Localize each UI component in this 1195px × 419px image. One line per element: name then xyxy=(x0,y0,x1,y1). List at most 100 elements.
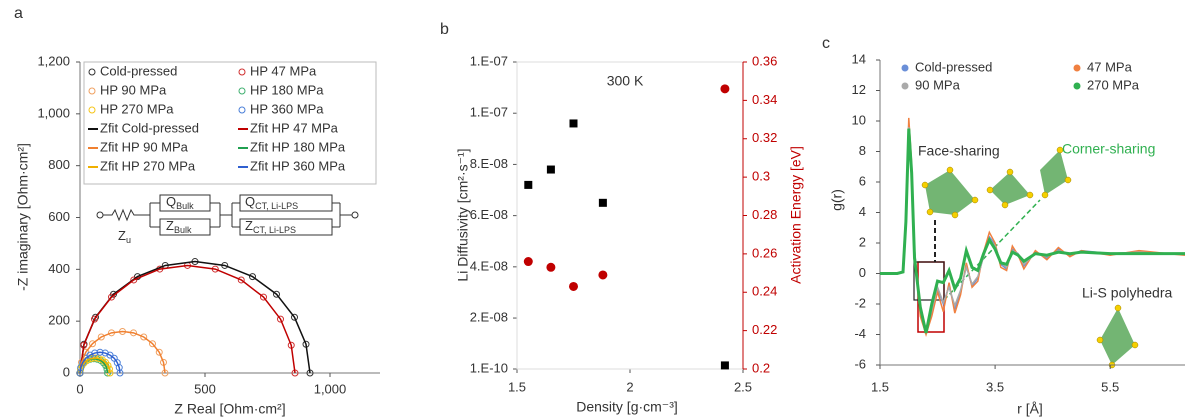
atom xyxy=(1026,191,1034,199)
legend-swatch xyxy=(1073,64,1081,72)
atom xyxy=(1056,146,1064,154)
polyhedron xyxy=(1040,150,1068,195)
atom xyxy=(1001,201,1009,209)
y2-tick-label: 0.22 xyxy=(752,322,777,337)
data-point xyxy=(720,361,729,370)
label-sub: CT, Li-LPS xyxy=(253,225,296,235)
legend-swatch xyxy=(88,106,96,114)
pointer-line xyxy=(943,199,1041,301)
fit-line xyxy=(79,330,166,374)
data-point xyxy=(108,293,115,301)
legend-label: 47 MPa xyxy=(1087,59,1133,74)
wire xyxy=(149,202,232,228)
resistor xyxy=(103,208,150,222)
data-point xyxy=(598,270,608,280)
y-tick-label: 6.E-08 xyxy=(470,207,508,222)
data-point xyxy=(237,276,245,284)
legend-swatch xyxy=(238,68,246,76)
y-tick-label: 1.E-10 xyxy=(470,360,508,375)
x-axis-label: Z Real [Ohm·cm²] xyxy=(174,401,285,417)
legend-label: HP 180 MPa xyxy=(250,82,324,97)
atom xyxy=(986,186,994,194)
data-point xyxy=(260,293,267,301)
circuit-label: QCT, Li-LPS xyxy=(245,194,298,211)
x-tick-label: 3.5 xyxy=(986,379,1004,394)
data-point xyxy=(546,262,556,272)
data-point xyxy=(524,180,533,189)
circuit-label: Zu xyxy=(118,228,131,245)
y-tick-label: 2.E-08 xyxy=(470,309,508,324)
legend-label: Zfit HP 90 MPa xyxy=(100,139,189,154)
panel-label: b xyxy=(440,21,449,38)
legend-swatch xyxy=(88,87,96,95)
data-point xyxy=(130,276,138,284)
y-tick-label: -6 xyxy=(854,356,866,371)
atom xyxy=(921,181,929,189)
y-tick-label: -2 xyxy=(854,295,866,310)
label-main: Z xyxy=(245,218,253,233)
polyhedron xyxy=(1100,308,1135,365)
legend-swatch xyxy=(1073,82,1081,90)
legend-label: 90 MPa xyxy=(915,77,961,92)
y-tick-label: 8.E-08 xyxy=(470,156,508,171)
label-main: Q xyxy=(166,194,176,209)
annotation: Li-S polyhedra xyxy=(1082,285,1172,301)
legend-label: 270 MPa xyxy=(1087,77,1140,92)
atom xyxy=(1096,336,1104,344)
fit-line xyxy=(79,260,311,374)
label-main: Z xyxy=(118,228,126,243)
y-tick-label: 0 xyxy=(63,364,70,379)
data-point xyxy=(291,313,298,321)
y2-tick-label: 0.24 xyxy=(752,284,777,299)
legend-label: Zfit HP 360 MPa xyxy=(250,158,346,173)
atom xyxy=(1041,191,1049,199)
y2-tick-label: 0.28 xyxy=(752,207,777,222)
data-point xyxy=(91,315,98,323)
data-point xyxy=(569,281,578,291)
data-point xyxy=(277,315,284,323)
legend-label: Zfit HP 270 MPa xyxy=(100,158,196,173)
x-tick-label: 1,000 xyxy=(314,381,347,396)
y-tick-label: 800 xyxy=(48,157,70,172)
element-box xyxy=(159,218,211,236)
legend-label: Zfit HP 180 MPa xyxy=(250,139,346,154)
y-axis-label: g(r) xyxy=(829,189,845,211)
y-axis-label: -Z imaginary [Ohm·cm²] xyxy=(15,143,31,291)
data-point xyxy=(97,333,105,341)
atom xyxy=(1064,176,1072,184)
atom xyxy=(951,211,959,219)
y-tick-label: 0 xyxy=(859,265,866,280)
data-point xyxy=(155,348,163,356)
label-sub: Bulk xyxy=(174,225,192,235)
legend-swatch xyxy=(238,106,246,114)
circuit-diagram xyxy=(96,194,359,236)
x-tick-label: 5.5 xyxy=(1101,379,1119,394)
data-point xyxy=(569,119,578,128)
atom xyxy=(926,208,934,216)
atom xyxy=(946,166,954,174)
y-tick-label: 1,200 xyxy=(37,53,70,68)
y-tick-label: 8 xyxy=(859,143,866,158)
legend-label: HP 47 MPa xyxy=(250,63,317,78)
x-tick-label: 500 xyxy=(194,381,216,396)
legend-label: HP 360 MPa xyxy=(250,101,324,116)
y-tick-label: 6 xyxy=(859,173,866,188)
annotation: 300 K xyxy=(607,73,644,89)
x-tick-label: 2 xyxy=(626,379,633,394)
legend-label: Cold-pressed xyxy=(915,59,992,74)
y-tick-label: 1,000 xyxy=(37,105,70,120)
data-point xyxy=(140,333,148,341)
annotation: Face-sharing xyxy=(918,143,1000,159)
y-tick-label: 4.E-08 xyxy=(470,258,508,273)
atom xyxy=(1114,304,1122,312)
legend-label: HP 90 MPa xyxy=(100,82,167,97)
label-sub: u xyxy=(126,235,131,245)
y-tick-label: 14 xyxy=(852,51,866,66)
y-tick-label: -4 xyxy=(854,326,866,341)
y2-tick-label: 0.34 xyxy=(752,92,777,107)
data-point xyxy=(598,198,607,207)
data-point xyxy=(249,273,256,281)
y-tick-label: 4 xyxy=(859,204,866,219)
terminal xyxy=(351,211,359,219)
